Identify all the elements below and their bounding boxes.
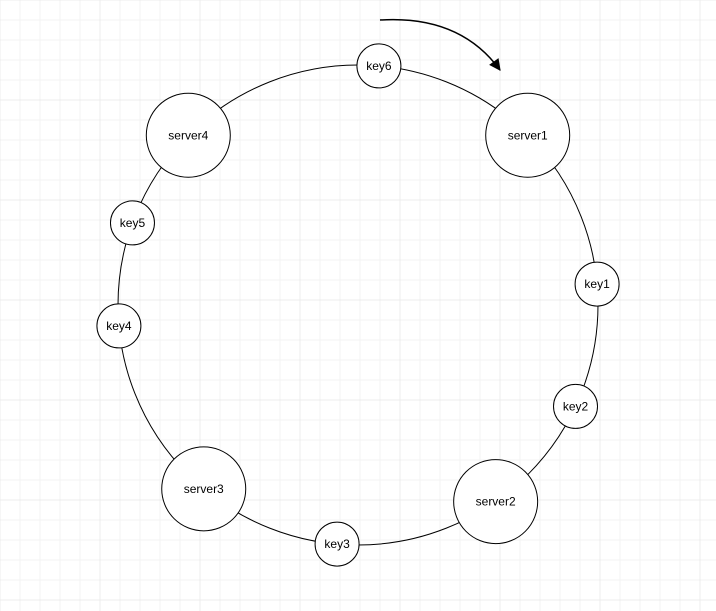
key-label: key5 (120, 216, 146, 230)
server-node-server1: server1 (486, 93, 570, 177)
server-node-server2: server2 (454, 460, 538, 544)
key-label: key6 (366, 59, 392, 73)
key-label: key3 (324, 537, 350, 551)
server-label: server2 (476, 495, 516, 509)
server-label: server4 (168, 128, 208, 142)
key-label: key1 (584, 277, 610, 291)
key-label: key4 (106, 319, 132, 333)
key-node-key6: key6 (357, 44, 401, 88)
server-label: server3 (184, 482, 224, 496)
key-node-key4: key4 (97, 304, 141, 348)
diagram-canvas: key6 server1 key1 key2 server2 key3 server3 key… (0, 0, 716, 611)
server-node-server3: server3 (162, 447, 246, 531)
key-node-key3: key3 (315, 522, 359, 566)
key-node-key2: key2 (554, 384, 598, 428)
key-node-key1: key1 (575, 262, 619, 306)
key-label: key2 (563, 399, 589, 413)
server-label: server1 (508, 128, 548, 142)
key-node-key5: key5 (110, 201, 154, 245)
diagram-background (0, 0, 716, 611)
server-node-server4: server4 (146, 93, 230, 177)
